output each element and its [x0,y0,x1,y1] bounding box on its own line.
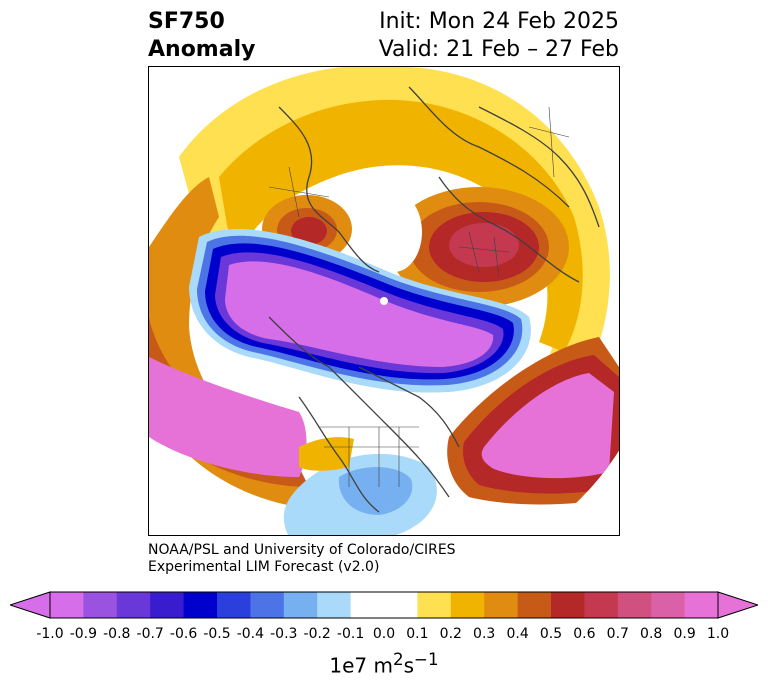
init-date-label: Init: Mon 24 Feb 2025 [379,9,619,34]
colorbar-swatch [116,592,151,618]
colorbar-extend-min [10,591,51,619]
colorbar-tick-label: -0.2 [303,626,331,642]
colorbar-extend-max [717,591,758,619]
colorbar-tick-label: 0.0 [372,626,396,642]
colorbar-tick-label: 0.2 [439,626,462,642]
colorbar-swatch [384,592,418,618]
colorbar-swatch [417,592,452,618]
positive-fringe-south [299,437,354,471]
colorbar-swatch [150,592,185,618]
colorbar-swatch [484,592,519,618]
colorbar-swatch [584,592,619,618]
colorbar-swatch [517,592,552,618]
colorbar-tick-label: 0.3 [473,626,496,642]
colorbar-tick-label: -0.5 [203,626,231,642]
colorbar-swatch [50,592,84,618]
colorbar-swatch [317,592,352,618]
colorbar-tick-labels: -1.0 -0.9 -0.8 -0.7 -0.6 -0.5 -0.4 -0.3 -0.2 -0.1… [0,626,768,646]
colorbar-tick-label: 0.9 [673,626,696,642]
map-title-anomaly: Anomaly [148,37,256,62]
coastlines [268,86,600,513]
colorbar-frame [49,591,719,619]
colorbar-tick-label: -1.0 [36,626,64,642]
ridge-west-core [291,217,327,245]
colorbar-tick-label: -0.1 [336,626,365,642]
positive-anomaly-north-inner [219,99,583,352]
units-s: s [403,653,415,678]
colorbar-tick-label: -0.9 [69,626,98,642]
credit-block: NOAA/PSL and University of Colorado/CIRE… [148,542,456,576]
colorbar-swatch [617,592,652,618]
colorbar-tick-label: 0.1 [406,626,429,642]
negative-lobe-southwest [149,357,307,477]
negative-south-core [338,467,413,515]
colorbar-tick-label: 0.7 [606,626,629,642]
positive-lobe-atlantic-core [481,373,614,479]
map-panel [148,66,620,536]
colorbar-swatch [551,592,585,618]
colorbar [10,591,758,619]
colorbar-tick-label: -0.7 [136,626,164,642]
units-superscript-m: 2 [393,650,404,669]
colorbar-tick-label: -0.4 [236,626,265,642]
colorbar-tick-label: -0.8 [103,626,131,642]
colorbar-tick-label: -0.6 [169,626,198,642]
valid-range-label: Valid: 21 Feb – 27 Feb [378,37,619,62]
north-pole-marker [380,297,388,305]
colorbar-swatch [250,592,285,618]
colorbar-swatch [183,592,218,618]
colorbar-swatch [217,592,251,618]
colorbar-tick-label: 1.0 [706,626,730,642]
colorbar-tick-label: 0.6 [573,626,596,642]
colorbar-tick-label: 0.4 [506,626,529,642]
credit-line-1: NOAA/PSL and University of Colorado/CIRE… [148,542,456,558]
map-title-left: SF750 Anomaly [148,8,255,64]
colorbar-tick-label: 0.5 [539,626,563,642]
polar-anomaly-map [149,67,619,535]
colorbar-units: 1e7 m2s−1 [0,650,768,678]
near-zero-pole [366,192,422,272]
colorbar-tick-label: -0.3 [270,626,298,642]
colorbar-swatch [684,592,719,618]
negative-trough-core [225,261,494,367]
colorbar-swatch [651,592,686,618]
colorbar-swatch [450,592,485,618]
colorbar-swatch [350,592,385,618]
colorbar-swatch [283,592,318,618]
units-superscript-s: −1 [414,650,439,669]
colorbar-swatch [83,592,118,618]
map-title-variable: SF750 [148,9,225,34]
ridge-east-core [449,223,519,267]
units-prefix: 1e7 m [329,653,393,678]
credit-line-2: Experimental LIM Forecast (v2.0) [148,559,380,575]
map-title-right: Init: Mon 24 Feb 2025 Valid: 21 Feb – 27… [379,8,619,64]
political-boundaries [268,106,570,487]
colorbar-tick-label: 0.8 [640,626,663,642]
